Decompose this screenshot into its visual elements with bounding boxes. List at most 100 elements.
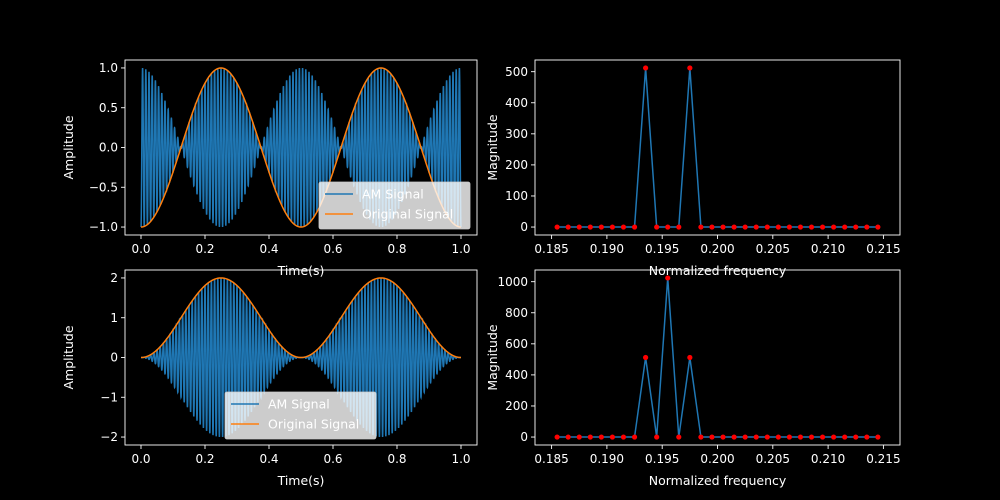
data-point: [576, 434, 582, 440]
data-point: [753, 434, 759, 440]
x-tick-label: 0.190: [590, 242, 624, 256]
data-point: [620, 224, 627, 230]
y-tick-label: 2: [110, 271, 118, 285]
data-point: [576, 224, 582, 230]
y-tick-label: 800: [505, 306, 528, 320]
y-tick-label: 300: [505, 127, 528, 141]
x-tick-label: 0.2: [195, 452, 214, 466]
y-axis-label: Magnitude: [485, 324, 500, 391]
data-point: [775, 224, 781, 230]
x-tick-label: 0.200: [700, 452, 734, 466]
data-point: [698, 434, 704, 440]
x-axis-label: Normalized frequency: [649, 473, 787, 488]
data-point: [831, 224, 837, 230]
y-tick-label: 0.0: [99, 141, 118, 155]
data-point: [687, 65, 693, 71]
x-tick-label: 0.8: [387, 242, 406, 256]
data-point: [554, 434, 560, 440]
data-point: [587, 434, 593, 440]
x-tick-label: 0.0: [131, 242, 150, 256]
data-point: [786, 224, 792, 230]
y-axis-label: Amplitude: [61, 325, 76, 389]
x-tick-label: 0.195: [645, 452, 679, 466]
y-tick-label: 100: [505, 189, 528, 203]
plot-area: [554, 275, 881, 440]
y-tick-label: 1000: [497, 275, 528, 289]
legend: AM Signal Original Signal: [318, 181, 471, 230]
data-point: [676, 224, 682, 230]
y-tick-label: −1.0: [89, 220, 118, 234]
x-tick-label: 0.6: [323, 242, 342, 256]
x-tick-label: 0.185: [534, 452, 568, 466]
legend-box: [224, 391, 377, 440]
plot-area: [140, 67, 462, 228]
y-tick-label: 500: [505, 65, 528, 79]
data-point: [808, 434, 815, 440]
x-axis-label: Normalized frequency: [649, 263, 787, 278]
data-point: [786, 434, 792, 440]
data-point: [731, 434, 737, 440]
data-point: [742, 434, 748, 440]
x-tick-label: 0.4: [259, 242, 278, 256]
data-point: [853, 434, 859, 440]
x-tick-label: 0.0: [131, 452, 150, 466]
legend-label: Original Signal: [268, 417, 359, 432]
y-tick-label: −0.5: [89, 180, 118, 194]
chart-freq-am-offset: 0.185 0.190 0.195 0.200 0.205 0.210 0.215 0 200 4…: [485, 269, 901, 488]
y-tick-label: 1.0: [99, 61, 118, 75]
x-tick-label: 0.2: [195, 242, 214, 256]
y-tick-label: 1: [110, 311, 118, 325]
data-point: [709, 434, 715, 440]
data-point: [720, 224, 726, 230]
data-point: [819, 224, 826, 230]
data-point: [819, 434, 826, 440]
x-tick-label: 0.8: [387, 452, 406, 466]
data-point: [875, 434, 881, 440]
data-point: [643, 354, 649, 361]
data-point: [609, 224, 616, 230]
y-tick-label: 200: [505, 399, 528, 413]
data-point: [720, 434, 726, 440]
data-point: [753, 224, 759, 230]
x-tick-label: 0.210: [811, 242, 845, 256]
data-point: [698, 224, 704, 230]
plot-area: [554, 65, 881, 230]
data-point: [676, 434, 682, 440]
y-axis-label: Amplitude: [61, 115, 76, 179]
y-tick-label: 0: [110, 351, 118, 365]
data-point: [654, 224, 660, 230]
series-line-original-signal: [140, 277, 462, 359]
data-point: [565, 224, 571, 230]
x-axis-label: Time(s): [277, 263, 325, 278]
legend-label: AM Signal: [268, 397, 330, 412]
data-point: [587, 224, 593, 230]
data-point: [764, 434, 770, 440]
x-tick-label: 0.215: [866, 242, 900, 256]
data-point: [864, 434, 870, 440]
y-tick-label: 400: [505, 368, 528, 382]
x-tick-label: 0.205: [756, 242, 790, 256]
x-tick-label: 0.4: [259, 452, 278, 466]
data-point: [742, 224, 748, 230]
chart-time-am-offset: 0.0 0.2 0.4 0.6 0.8 1.0 −2 −1 0 1 2 Time(s) Amplitud…: [61, 269, 478, 488]
data-point: [554, 224, 560, 230]
x-tick-label: 0.6: [323, 452, 342, 466]
legend-label: AM Signal: [362, 187, 424, 202]
y-tick-label: 0: [520, 220, 528, 234]
data-point: [842, 224, 848, 230]
data-point: [598, 434, 604, 440]
x-tick-label: 0.190: [590, 452, 624, 466]
x-tick-label: 0.210: [811, 452, 845, 466]
x-tick-label: 1.0: [451, 242, 470, 256]
x-tick-label: 0.185: [534, 242, 568, 256]
y-tick-label: 0.5: [99, 101, 118, 115]
data-point: [687, 354, 693, 361]
data-point: [631, 434, 638, 440]
x-tick-label: 1.0: [451, 452, 470, 466]
y-tick-label: −1: [100, 390, 118, 404]
data-point: [875, 224, 881, 230]
legend: AM Signal Original Signal: [224, 391, 377, 440]
data-point: [654, 434, 660, 440]
data-point: [797, 224, 804, 230]
chart-freq-am: 0.185 0.190 0.195 0.200 0.205 0.210 0.215 0 100 2…: [485, 59, 901, 278]
